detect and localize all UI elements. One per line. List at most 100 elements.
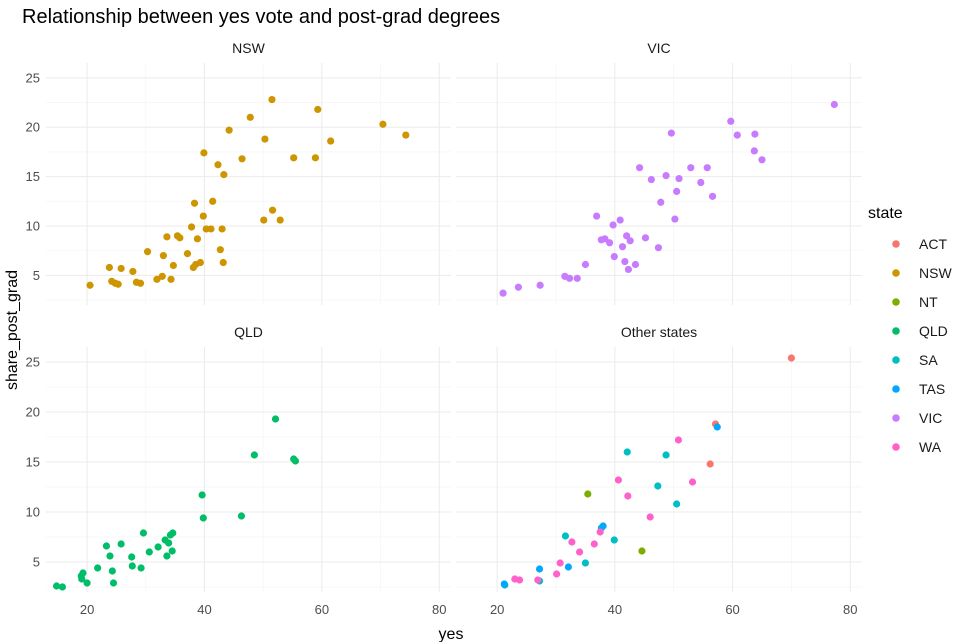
point-vic [626,237,634,245]
facet-label: VIC [647,40,670,56]
point-nsw [327,137,335,145]
point-vic [662,172,670,180]
point-vic [635,164,644,172]
y-tick-label: 10 [26,218,40,233]
legend-key-nsw [892,269,900,277]
point-vic [514,283,522,291]
y-tick-label: 10 [26,505,40,520]
point-qld [271,415,280,423]
point-qld [198,491,206,499]
point-vic [657,198,665,206]
point-nsw [117,264,125,273]
y-tick-label: 15 [26,169,40,184]
x-tick-label: 20 [490,602,504,617]
point-wa [568,538,576,546]
point-wa [590,540,598,548]
y-tick-label: 25 [26,70,40,85]
point-nsw [402,131,410,139]
point-qld [58,583,67,591]
point-vic [624,265,633,274]
legend-label: WA [919,439,942,455]
point-nsw [379,120,387,128]
point-qld [165,539,173,547]
point-qld [145,548,153,556]
point-nsw [129,267,137,276]
point-qld [163,552,171,560]
point-nsw [163,233,171,241]
point-qld [168,547,176,555]
y-tick-label: 25 [26,355,40,370]
point-nsw [136,279,145,287]
legend-key-sa [892,356,900,364]
point-vic [581,260,590,269]
point-vic [697,178,705,187]
legend-label: ACT [919,236,947,252]
legend: state ACT NSW NT QLD SA TAS VIC WA [868,205,952,455]
point-nsw [207,225,215,233]
point-sa [673,500,681,508]
point-sa [623,448,631,456]
point-wa [614,476,623,484]
legend-key-nt [892,298,900,306]
point-vic [750,147,758,155]
legend-key-act [892,240,900,248]
point-vic [593,212,601,220]
point-nsw [196,258,204,267]
point-nsw [260,216,268,224]
point-vic [621,257,629,266]
point-nsw [219,258,227,267]
y-tick-label: 5 [33,555,40,570]
y-axis-title: share_post_grad [4,270,21,390]
point-tas [535,565,544,573]
x-tick-label: 40 [608,602,622,617]
point-nsw [187,223,196,231]
point-vic [618,243,627,251]
point-nsw [225,126,233,134]
legend-label: VIC [919,410,942,426]
point-vic [687,164,695,172]
point-vic [673,187,681,196]
point-nsw [314,105,322,114]
point-vic [499,289,507,297]
point-qld [52,582,61,590]
legend-label: NSW [919,265,952,281]
point-nsw [200,149,208,157]
point-qld [154,543,162,551]
point-nsw [276,216,284,224]
x-tick-label: 80 [843,602,857,617]
point-vic [751,130,759,138]
point-vic [671,215,679,223]
point-vic [675,174,683,183]
point-nsw [290,154,298,162]
point-qld [169,529,177,537]
point-nsw [216,246,224,254]
point-sa [662,451,670,459]
point-qld [139,529,148,537]
point-wa [534,576,542,584]
legend-label: TAS [919,381,945,397]
legend-key-tas [892,385,900,393]
panel-nsw: NSW 5 10 15 20 25 [26,40,451,305]
point-qld [291,457,300,465]
point-vic [758,156,766,164]
point-vic [565,274,574,282]
x-axis-title: yes [439,626,464,642]
point-tas [713,423,721,431]
point-vic [654,244,663,252]
legend-title: state [868,205,903,222]
point-wa [624,492,632,500]
point-nsw [268,206,277,214]
point-wa [674,436,683,444]
point-wa [556,559,564,567]
legend-key-qld [892,327,900,335]
point-tas [500,580,508,588]
point-nsw [167,275,175,283]
point-qld [106,552,114,560]
point-nsw [159,252,167,260]
point-wa [646,513,654,521]
legend-key-wa [892,443,900,451]
point-nsw [176,234,184,242]
point-vic [610,253,618,261]
point-nsw [86,281,94,289]
